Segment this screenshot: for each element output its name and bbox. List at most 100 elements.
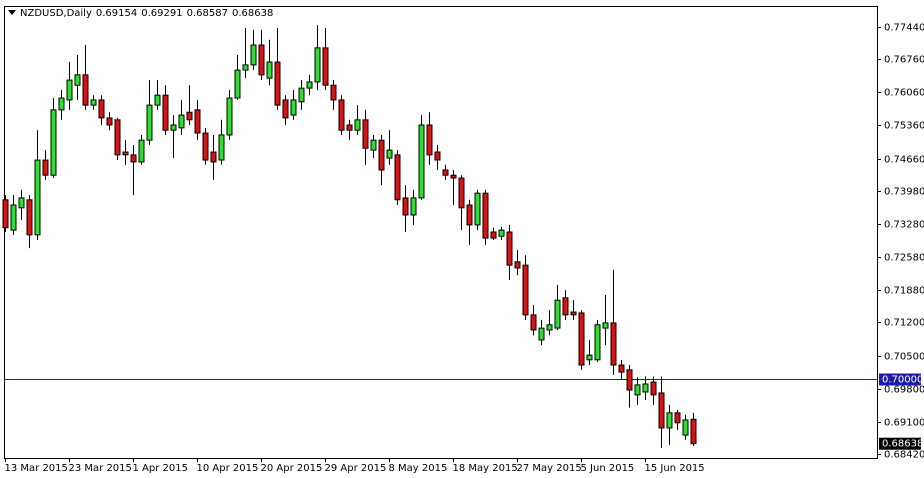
candle-body [634,384,641,396]
candle-body [426,124,433,156]
chart-header: NZDUSD,Daily 0.69154 0.69291 0.68587 0.68638 [20,8,273,19]
candle-body [434,151,441,161]
candle-body [226,97,233,136]
y-tick-label: 0.75360 [884,121,924,132]
candle-body [282,99,289,119]
price-label: 0.68638 [882,439,923,450]
candle-body [130,154,137,163]
hline-label: 0.70000 [882,375,923,386]
candle-body [2,199,9,229]
candle-body [538,327,545,341]
candle-body [18,197,25,209]
candle-body [338,99,345,131]
candle-body [194,109,201,134]
x-tick-label: 8 May 2015 [389,463,448,474]
candle-body [450,174,457,179]
candle-body [234,69,241,99]
price-label-bg [879,437,921,450]
y-tick-label: 0.74660 [884,155,924,166]
x-tick-label: 13 Mar 2015 [5,463,68,474]
plot-frame [4,6,878,459]
candle-body [274,61,281,106]
x-tick-label: 27 May 2015 [517,463,582,474]
candle-body [322,47,329,86]
candle-body [66,79,73,101]
candle-body [58,97,65,111]
candle-body [90,99,97,106]
y-tick-label: 0.77440 [884,23,924,34]
candle-body [298,87,305,103]
candle-body [482,192,489,239]
candle-body [202,132,209,161]
candle-body [146,104,153,141]
candle-body [186,111,193,121]
hline-label-bg [879,373,921,386]
candle-body [674,412,681,424]
candle-body [658,392,665,429]
candle-body [242,64,249,71]
y-tick-label: 0.76760 [884,55,924,66]
header-low: 0.68587 [187,8,228,19]
candle-body [442,169,449,176]
candle-body [378,139,385,171]
y-tick-label: 0.69100 [884,418,924,429]
candle-body [138,139,145,163]
y-tick-label: 0.73980 [884,187,924,198]
candle-body [114,119,121,156]
chart-title: NZDUSD,Daily [20,8,92,19]
candle-body [370,139,377,151]
candle-body [506,231,513,266]
x-tick-label: 23 Mar 2015 [69,463,132,474]
candle-body [618,364,625,373]
candle-body [50,109,57,176]
candle-body [306,81,313,89]
candle-body [218,134,225,161]
candle-body [154,94,161,106]
candle-body [562,297,569,316]
candle-body [594,324,601,361]
x-tick-label: 1 Apr 2015 [133,463,188,474]
x-tick-label: 18 May 2015 [453,463,518,474]
candle-body [530,314,537,331]
y-tick-label: 0.68420 [884,450,924,461]
candle-body [410,197,417,216]
x-tick-label: 10 Apr 2015 [197,463,259,474]
y-tick-label: 0.76060 [884,88,924,99]
candle-body [402,197,409,216]
candle-body [42,159,49,176]
header-high: 0.69291 [141,8,182,19]
candle-body [10,204,17,231]
header-close: 0.68638 [232,8,273,19]
y-tick-label: 0.70500 [884,352,924,363]
candle-body [74,74,81,86]
candle-body [586,354,593,361]
candle-body [266,61,273,79]
candle-body [490,231,497,239]
candle-body [362,119,369,149]
candle-body [26,199,33,236]
x-tick-label: 15 Jun 2015 [645,463,705,474]
candle-body [514,261,521,269]
candle-body [522,264,529,316]
candle-body [314,47,321,83]
y-tick-label: 0.71200 [884,318,924,329]
candle-body [346,124,353,131]
candle-body [650,381,657,396]
candle-body [210,151,217,163]
candle-body [602,322,609,329]
candle-body [474,192,481,226]
candle-body [554,299,561,329]
candle-body [250,44,257,66]
candle-body [106,117,113,126]
y-tick-label: 0.69800 [884,385,924,396]
candle-body [546,324,553,331]
candle-body [578,312,585,366]
candle-body [498,229,505,237]
header-open: 0.69154 [96,8,137,19]
candle-body [682,419,689,436]
candle-body [122,151,129,156]
x-tick-label: 20 Apr 2015 [261,463,323,474]
menu-triangle [8,10,16,15]
x-tick-label: 5 Jun 2015 [581,463,635,474]
y-tick-label: 0.72580 [884,253,924,264]
